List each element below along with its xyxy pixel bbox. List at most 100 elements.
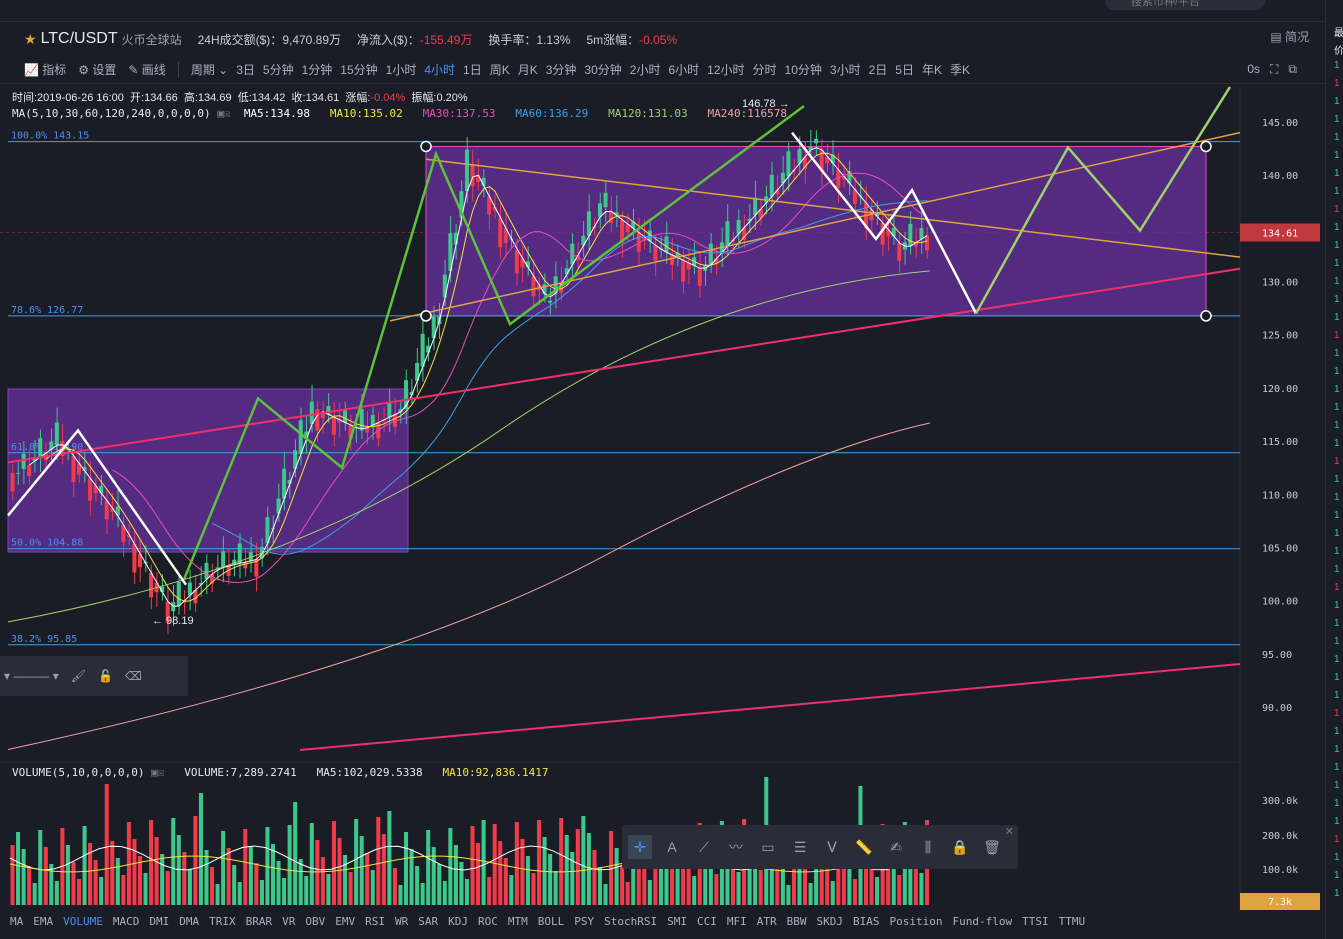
volume-bar (597, 867, 603, 905)
indicator-tab-dmi[interactable]: DMI (149, 914, 170, 928)
lock-icon[interactable]: 🔓 (97, 669, 113, 683)
period-16[interactable]: 3小时 (829, 63, 861, 77)
overview-button[interactable]: ▤ 简况 (1270, 30, 1309, 44)
draw-button[interactable]: ✎ 画线 (128, 63, 166, 77)
indicator-tab-obv[interactable]: OBV (305, 914, 326, 928)
candle-body (287, 479, 292, 484)
period-20[interactable]: 季K (949, 63, 970, 77)
indicator-tab-ema[interactable]: EMA (33, 914, 54, 928)
indicator-tab-bias[interactable]: BIAS (852, 914, 880, 928)
strip-item: 1 (1334, 582, 1340, 593)
eraser-icon[interactable]: ⌫ (124, 669, 142, 683)
period-17[interactable]: 2日 (868, 63, 888, 77)
indicator-tab-atr[interactable]: ATR (756, 914, 777, 928)
divider (177, 61, 179, 78)
fib-tool-icon[interactable]: ☰ (793, 838, 807, 855)
indicator-tab-dma[interactable]: DMA (179, 914, 200, 928)
indicator-tab-sar[interactable]: SAR (418, 914, 439, 928)
indicator-tab-macd[interactable]: MACD (112, 914, 140, 928)
ruler-tool-icon[interactable]: 📏 (855, 838, 873, 855)
period-13[interactable]: 12小时 (707, 63, 745, 77)
settings-button[interactable]: ⚙ 设置 (78, 63, 117, 77)
kline-chart[interactable]: 145.00140.00135.00130.00125.00120.00115.… (0, 86, 1325, 912)
crosshair-icon[interactable]: ✛ (628, 835, 652, 859)
favorite-star-icon[interactable]: ★ (24, 30, 37, 47)
volume-bar (514, 822, 519, 905)
price-tick: 105.00 (1262, 543, 1298, 554)
indicator-tab-cci[interactable]: CCI (696, 914, 717, 928)
indicator-tab-roc[interactable]: ROC (478, 914, 498, 928)
period-1[interactable]: 5分钟 (262, 63, 294, 77)
indicator-tab-volume[interactable]: VOLUME (63, 914, 103, 928)
ma120-line (7, 270, 931, 623)
indicator-tab-wr[interactable]: WR (395, 914, 409, 928)
fullscreen-icon[interactable]: ⛶ (1270, 62, 1279, 76)
period-0[interactable]: 3日 (236, 63, 255, 77)
period-2[interactable]: 1分钟 (301, 63, 333, 77)
period-15[interactable]: 10分钟 (784, 63, 822, 77)
period-5[interactable]: 4小时 (424, 63, 456, 77)
indicator-tab-mtm[interactable]: MTM (507, 914, 528, 928)
indicator-tab-skdj[interactable]: SKDJ (816, 914, 843, 928)
trash-icon[interactable]: 🗑 (983, 838, 1001, 855)
indicator-tab-rsi[interactable]: RSI (365, 914, 385, 928)
indicator-button[interactable]: 📈 指标 (24, 63, 67, 77)
brush-tool-icon[interactable]: 〰 (729, 839, 743, 855)
line-tool-icon[interactable]: ⟋ (699, 838, 709, 855)
search-input[interactable]: 搜索币种/平台 (1105, 0, 1265, 10)
indicator-tab-brar[interactable]: BRAR (245, 914, 273, 928)
indicator-tab-psy[interactable]: PSY (574, 914, 595, 928)
period-19[interactable]: 年K (921, 63, 942, 77)
rectangle-tool-icon[interactable]: ▭ (761, 838, 775, 855)
indicator-tab-bbw[interactable]: BBW (786, 914, 807, 928)
period-8[interactable]: 月K (517, 63, 538, 77)
period-11[interactable]: 2小时 (629, 63, 661, 77)
period-14[interactable]: 分时 (752, 63, 777, 77)
period-6[interactable]: 1日 (463, 63, 482, 77)
period-12[interactable]: 6小时 (668, 63, 700, 77)
indicator-tab-kdj[interactable]: KDJ (448, 914, 468, 928)
lock-tool-icon[interactable]: 🔒 (951, 838, 969, 855)
text-tool-icon[interactable]: A (667, 839, 677, 855)
volume-close-icon[interactable]: ☒ (157, 766, 165, 779)
indicator-tab-ttmu[interactable]: TTMU (1058, 914, 1086, 928)
indicator-tab-trix[interactable]: TRIX (209, 914, 236, 928)
ma-close-icon[interactable]: ☒ (223, 107, 231, 120)
indicator-tab-fund-flow[interactable]: Fund-flow (952, 914, 1013, 928)
indicator-tab-position[interactable]: Position (889, 914, 943, 928)
fill-color-icon[interactable]: 🖌 (70, 669, 86, 683)
candle-body (226, 566, 231, 576)
period-7[interactable]: 周K (489, 63, 510, 77)
fib-label: 50.0% 104.88 (11, 538, 83, 549)
pen-tool-icon[interactable]: ✍ (890, 838, 902, 855)
candle-body (187, 582, 192, 596)
candle-tool-icon[interactable]: ⫼ (924, 838, 932, 855)
volume-bar (531, 873, 536, 905)
period-10[interactable]: 30分钟 (584, 63, 622, 77)
period-4[interactable]: 1小时 (385, 63, 417, 77)
indicator-tab-ttsi[interactable]: TTSI (1022, 914, 1049, 928)
period-dropdown[interactable]: 周期 ⌄ (190, 63, 229, 77)
volume-settings-icon[interactable]: ▣ (151, 766, 158, 779)
candle-body (121, 525, 126, 543)
indicator-tab-mfi[interactable]: MFI (726, 914, 747, 928)
period-9[interactable]: 3分钟 (545, 63, 577, 77)
wave-tool-icon[interactable]: ᐯ (827, 838, 837, 855)
screenshot-icon[interactable]: ⧉ (1288, 62, 1297, 76)
ma-settings-icon[interactable]: ▣ (217, 107, 224, 120)
volume-bar (43, 847, 48, 905)
indicator-tab-smi[interactable]: SMI (667, 914, 687, 928)
period-18[interactable]: 5日 (895, 63, 914, 77)
indicator-tab-stochrsi[interactable]: StochRSI (604, 914, 658, 928)
indicator-tab-ma[interactable]: MA (10, 914, 24, 928)
candle-body (326, 405, 331, 415)
volume-bar (609, 831, 614, 905)
indicator-tab-boll[interactable]: BOLL (537, 914, 565, 928)
line-style-dropdown[interactable]: ▾ ——— ▾ (4, 669, 59, 683)
close-icon[interactable]: ✕ (1004, 826, 1014, 838)
toolbar-right: 0s ⛶ ⧉ (1247, 62, 1297, 77)
candle-body (836, 169, 841, 188)
indicator-tab-emv[interactable]: EMV (335, 914, 356, 928)
period-3[interactable]: 15分钟 (340, 63, 378, 77)
indicator-tab-vr[interactable]: VR (282, 914, 296, 928)
